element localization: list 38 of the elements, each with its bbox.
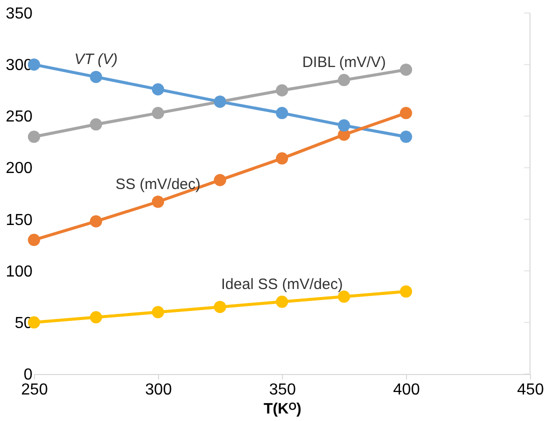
point — [152, 83, 164, 96]
point — [90, 311, 102, 324]
y-tick-label: 150 — [6, 212, 33, 229]
point — [152, 196, 164, 208]
point — [28, 130, 40, 143]
x-tick-label: 400 — [393, 382, 420, 398]
y-tick-label: 250 — [6, 108, 33, 126]
point — [90, 70, 102, 84]
point — [214, 300, 226, 314]
series-label: SS (mV/dec) — [115, 176, 201, 193]
y-tick-label: 100 — [6, 263, 33, 280]
y-tick-label: 0 — [24, 366, 33, 384]
x-tick-label: 450 — [517, 382, 544, 398]
point — [152, 106, 164, 120]
point — [28, 234, 40, 246]
point — [338, 74, 350, 86]
point — [152, 306, 164, 318]
series-label: VT (V) — [74, 50, 118, 68]
point — [214, 174, 226, 186]
point — [400, 130, 412, 143]
point — [90, 118, 102, 131]
point — [400, 285, 412, 298]
point — [276, 152, 288, 165]
point — [338, 290, 350, 303]
x-tick-label: 300 — [145, 382, 172, 398]
point — [90, 215, 102, 228]
series-label: Ideal SS (mV/dec) — [221, 276, 343, 293]
point — [276, 84, 288, 96]
point — [400, 64, 412, 76]
y-tick-label: 350 — [6, 6, 33, 22]
point — [276, 296, 288, 308]
point — [338, 119, 350, 132]
point — [276, 106, 288, 120]
x-axis-title: T(Kᴼ) — [264, 400, 302, 418]
y-tick-label: 200 — [6, 160, 33, 178]
series-label: DIBL (mV/V) — [302, 54, 386, 72]
point — [400, 106, 412, 120]
x-tick-label: 350 — [269, 382, 296, 398]
